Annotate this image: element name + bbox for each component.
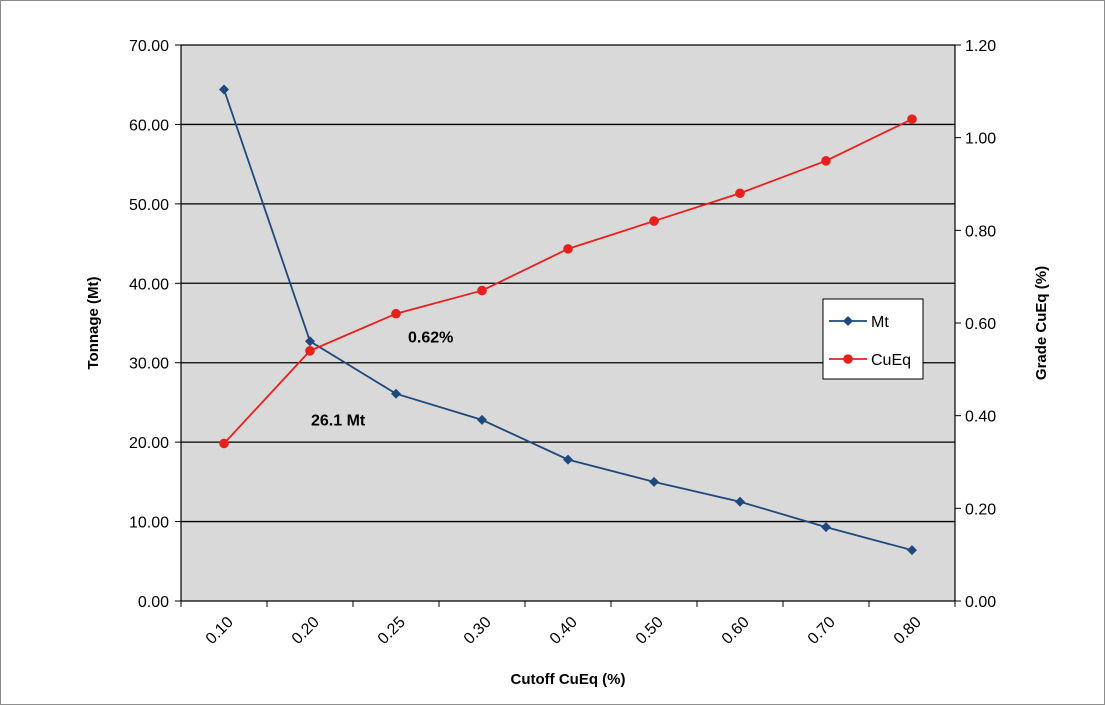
y-tick-label: 70.00 (129, 38, 169, 55)
legend-marker-cueq (843, 354, 853, 364)
point-cueq (219, 438, 229, 449)
point-cueq (391, 308, 401, 319)
point-cueq (477, 285, 487, 296)
y-tick-label: 40.00 (129, 276, 169, 293)
annotation-label: 26.1 Mt (311, 413, 366, 430)
point-mt (563, 454, 573, 465)
legend: Mt CuEq (822, 298, 924, 380)
y2-tick-label: 1.00 (965, 131, 996, 148)
x-tick-label: 0.70 (805, 614, 839, 648)
point-mt (477, 414, 487, 425)
point-mt (649, 476, 659, 487)
y-tick-label: 30.00 (129, 356, 169, 373)
x-axis-title: Cutoff CuEq (%) (511, 671, 626, 688)
point-mt (305, 336, 315, 347)
y2-tick-label: 0.20 (965, 501, 996, 518)
legend-box (822, 298, 924, 380)
point-cueq (735, 188, 745, 199)
point-cueq (563, 244, 573, 254)
legend-marker-mt (843, 316, 853, 326)
y2-tick-label: 1.20 (965, 38, 996, 55)
point-cueq (649, 216, 659, 226)
x-tick-label: 0.40 (547, 614, 581, 648)
x-tick-label: 0.10 (203, 614, 237, 648)
y-tick-label: 50.00 (129, 197, 169, 214)
y2-tick-label: 0.80 (965, 223, 996, 240)
point-cueq (821, 156, 831, 166)
legend-label-cueq: CuEq (871, 352, 911, 369)
x-tick-label: 0.20 (289, 614, 323, 648)
x-tick-label: 0.50 (633, 614, 667, 648)
point-mt (219, 84, 229, 95)
point-mt (735, 496, 745, 507)
point-cueq (305, 346, 315, 356)
point-cueq (907, 114, 917, 124)
y-tick-label: 0.00 (138, 594, 169, 611)
series-group (219, 84, 917, 556)
y2-tick-label: 0.00 (965, 594, 996, 611)
annotations: 0.62% 26.1 Mt (311, 330, 453, 430)
y2-tick-label: 0.60 (965, 316, 996, 333)
y-tick-label: 60.00 (129, 117, 169, 134)
x-tick-label: 0.30 (461, 614, 495, 648)
x-tick-label: 0.80 (891, 614, 925, 648)
gridlines (181, 123, 955, 523)
y-axis-right: 0.00 0.20 0.40 0.60 0.80 1.00 1.20 (955, 38, 996, 611)
y-tick-label: 20.00 (129, 435, 169, 452)
point-mt (391, 388, 401, 399)
x-tick-label: 0.25 (375, 614, 409, 648)
y2-axis-title: Grade CuEq (%) (1033, 266, 1050, 380)
point-mt (907, 545, 917, 556)
x-tick-label: 0.60 (719, 614, 753, 648)
x-axis: 0.10 0.20 0.25 0.30 0.40 0.50 0.60 0.70 0.80 (180, 601, 956, 648)
y-axis-title: Tonnage (Mt) (85, 276, 102, 369)
legend-label-mt: Mt (871, 314, 889, 331)
annotation-label: 0.62% (408, 330, 453, 347)
y2-tick-label: 0.40 (965, 409, 996, 426)
y-tick-label: 10.00 (129, 515, 169, 532)
y-axis-left: 0.00 10.00 20.00 30.00 40.00 50.00 60.00 70.00 (129, 38, 181, 611)
point-mt (821, 522, 831, 533)
